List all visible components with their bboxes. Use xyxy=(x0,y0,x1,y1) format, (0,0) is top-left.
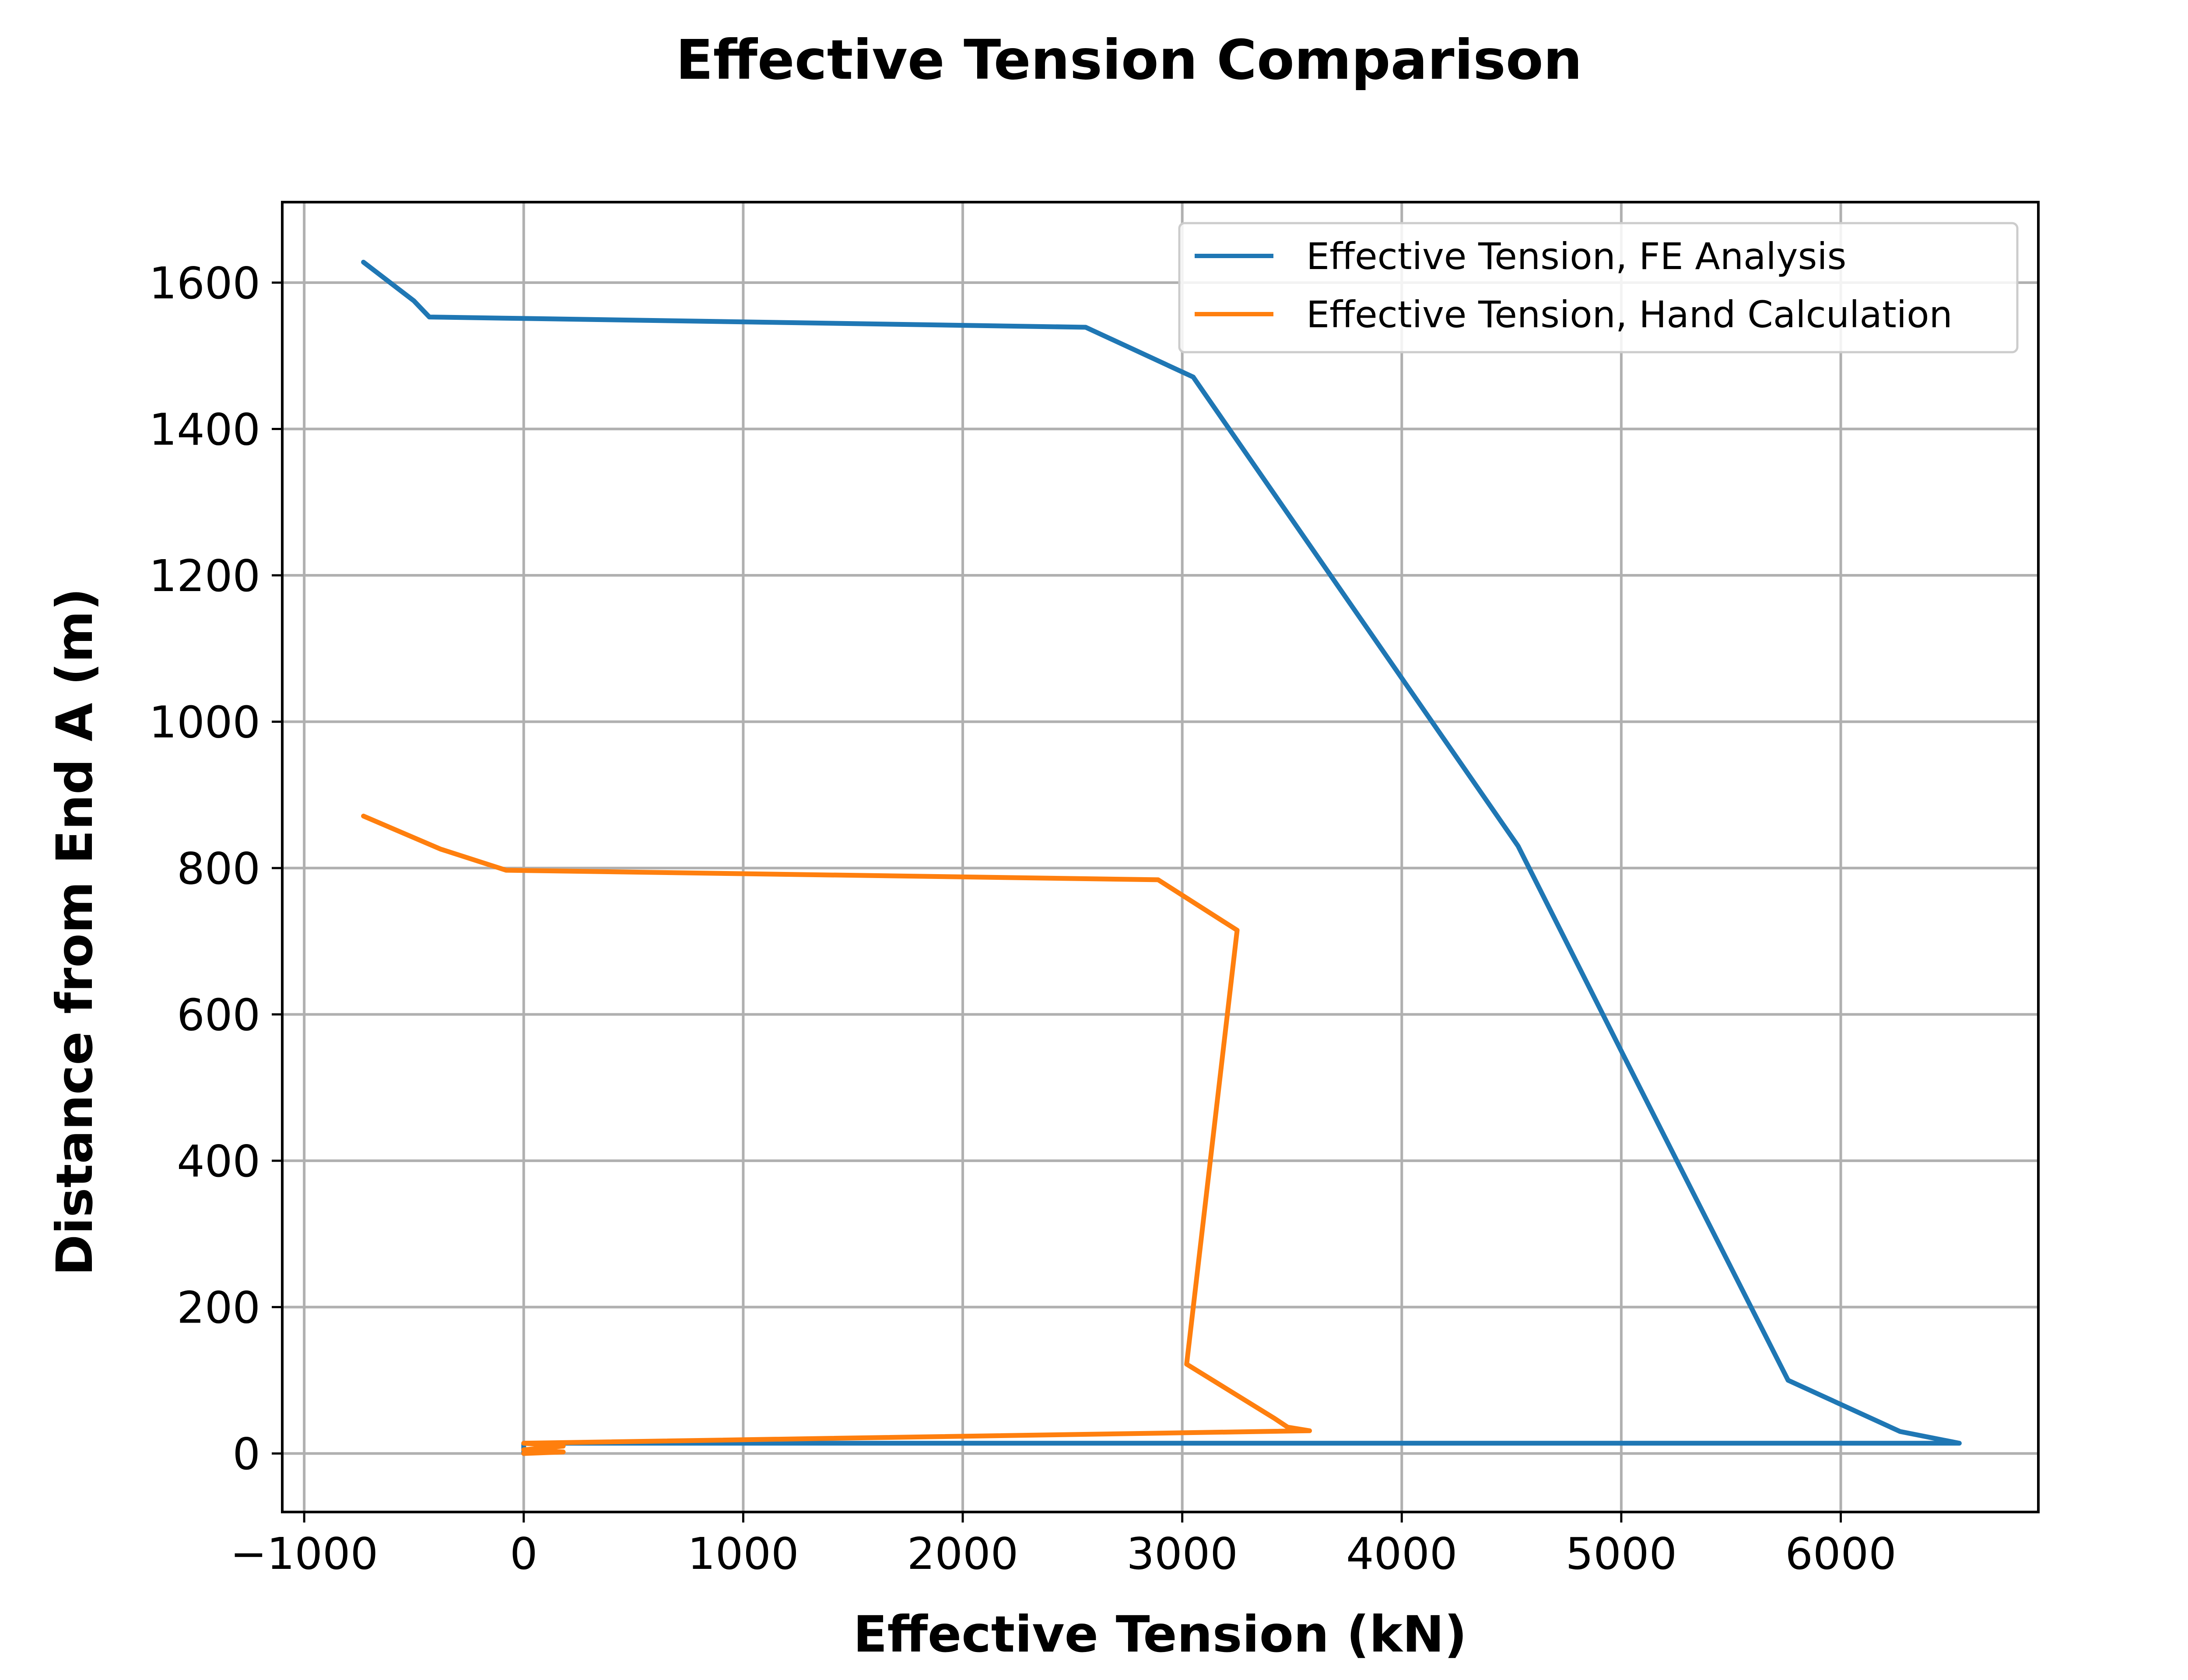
legend: Effective Tension, FE Analysis Effective… xyxy=(1178,222,2019,354)
series-line-fe-analysis xyxy=(361,259,1962,1456)
plot-frame xyxy=(281,201,2040,1513)
y-tick-label: 400 xyxy=(177,1136,260,1187)
x-tick-label: 5000 xyxy=(1566,1528,1677,1579)
x-tick-label: −1000 xyxy=(230,1528,378,1579)
y-tick-label: 200 xyxy=(177,1282,260,1334)
y-axis-label: Distance from End A (m) xyxy=(46,588,104,1276)
x-tick-label: 2000 xyxy=(907,1528,1019,1579)
y-tick-label: 1600 xyxy=(149,258,261,309)
y-tick-label: 800 xyxy=(177,843,260,894)
y-tick-label: 1200 xyxy=(149,550,261,602)
legend-label-hand: Effective Tension, Hand Calculation xyxy=(1306,293,1953,336)
legend-label-fe: Effective Tension, FE Analysis xyxy=(1306,235,1846,278)
y-tick-label: 0 xyxy=(232,1428,260,1480)
grid-layer xyxy=(282,202,2038,1512)
y-axis-ticks: 0 200 400 600 800 1000 1200 1400 1600 xyxy=(149,258,282,1480)
legend-box xyxy=(1178,222,2019,354)
x-tick-label: 4000 xyxy=(1346,1528,1458,1579)
y-tick-label: 1400 xyxy=(149,404,261,455)
x-tick-label: 1000 xyxy=(687,1528,799,1579)
x-axis-label: Effective Tension (kN) xyxy=(853,1605,1467,1663)
x-tick-label: 6000 xyxy=(1785,1528,1897,1579)
x-tick-label: 0 xyxy=(510,1528,538,1579)
chart-title: Effective Tension Comparison xyxy=(676,28,1582,92)
y-tick-label: 1000 xyxy=(149,697,261,748)
series-layer xyxy=(361,259,1962,1456)
x-axis-ticks: −1000 0 1000 2000 3000 4000 5000 6000 xyxy=(230,1512,1897,1579)
y-tick-label: 600 xyxy=(177,990,260,1041)
series-line-hand-calculation xyxy=(361,813,1312,1456)
x-tick-label: 3000 xyxy=(1126,1528,1238,1579)
